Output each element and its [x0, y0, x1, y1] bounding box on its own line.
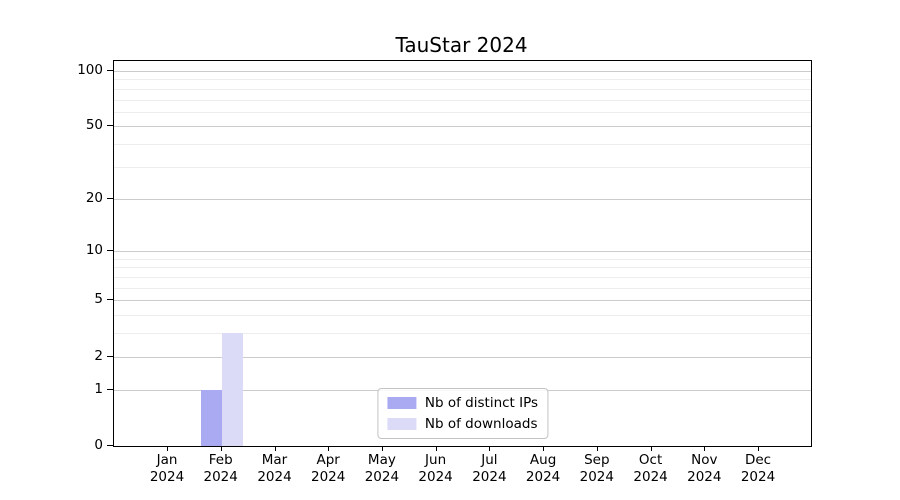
legend: Nb of distinct IPs Nb of downloads [376, 388, 549, 439]
y-tick-label: 50 [85, 117, 103, 134]
x-tick-label: Jun 2024 [418, 452, 453, 485]
y-tick-label: 20 [85, 189, 103, 206]
x-tick-label: Jul 2024 [472, 452, 507, 485]
x-tick-mark [596, 446, 598, 451]
y-gridline-minor [114, 99, 811, 101]
y-gridline-major [114, 70, 811, 72]
y-gridline-major [114, 126, 811, 128]
y-gridline-minor [114, 277, 811, 278]
x-tick-label: Feb 2024 [203, 452, 238, 485]
y-gridline-minor [114, 287, 811, 289]
y-tick-mark [107, 388, 113, 390]
legend-row-downloads: Nb of downloads [386, 416, 538, 432]
y-tick-label: 5 [94, 291, 103, 308]
x-tick-mark [543, 446, 545, 451]
y-tick-mark [107, 299, 113, 301]
x-tick-mark [381, 446, 383, 451]
legend-label-distinct-ips: Nb of distinct IPs [424, 395, 539, 411]
y-gridline-minor [114, 166, 811, 168]
y-gridline-major [114, 300, 811, 302]
y-tick-mark [107, 125, 113, 127]
x-tick-label: Aug 2024 [525, 452, 561, 485]
x-tick-mark [489, 446, 491, 451]
x-tick-mark [758, 446, 759, 451]
y-gridline-major [114, 251, 811, 253]
x-tick-mark [435, 446, 437, 451]
y-tick-mark [107, 197, 113, 199]
x-tick-mark [328, 446, 330, 451]
y-tick-label: 2 [94, 347, 103, 364]
y-gridline-minor [114, 315, 811, 317]
y-tick-label: 10 [85, 242, 103, 259]
plot-area: Nb of distinct IPs Nb of downloads [113, 60, 812, 447]
y-tick-mark [107, 250, 113, 252]
chart-title: TauStar 2024 [395, 33, 528, 57]
y-tick-mark [107, 445, 113, 446]
legend-row-distinct-ips: Nb of distinct IPs [386, 395, 539, 411]
y-gridline-minor [114, 79, 811, 81]
x-tick-mark [274, 446, 276, 451]
downloads-swatch-icon [386, 418, 416, 430]
x-tick-label: May 2024 [364, 452, 400, 485]
y-gridline-minor [114, 267, 811, 269]
y-gridline-major [114, 198, 811, 200]
y-gridline-minor [114, 88, 811, 90]
distinct-ips-swatch-icon [386, 397, 416, 409]
x-tick-label: Apr 2024 [311, 452, 346, 485]
y-gridline-minor [114, 111, 811, 113]
y-tick-mark [107, 69, 113, 71]
y-tick-label: 100 [77, 61, 103, 78]
y-gridline-minor [114, 333, 811, 335]
x-tick-label: Dec 2024 [740, 452, 776, 485]
legend-label-downloads: Nb of downloads [424, 416, 538, 432]
x-tick-mark [167, 446, 168, 451]
x-tick-label: Sep 2024 [579, 452, 614, 485]
x-tick-label: Oct 2024 [633, 452, 668, 485]
x-tick-mark [650, 446, 652, 451]
y-tick-label: 0 [94, 437, 103, 453]
y-gridline-minor [114, 258, 811, 260]
y-tick-mark [107, 355, 113, 357]
y-tick-label: 1 [94, 380, 103, 397]
y-gridline-major [114, 356, 811, 358]
x-tick-label: Mar 2024 [257, 452, 292, 485]
y-gridline-minor [114, 144, 811, 146]
bar-downloads [221, 333, 243, 446]
x-tick-label: Nov 2024 [687, 452, 722, 485]
x-tick-mark [220, 446, 222, 451]
x-tick-label: Jan 2024 [149, 452, 185, 485]
x-tick-mark [704, 446, 706, 451]
bar-distinct-ips [200, 389, 222, 446]
